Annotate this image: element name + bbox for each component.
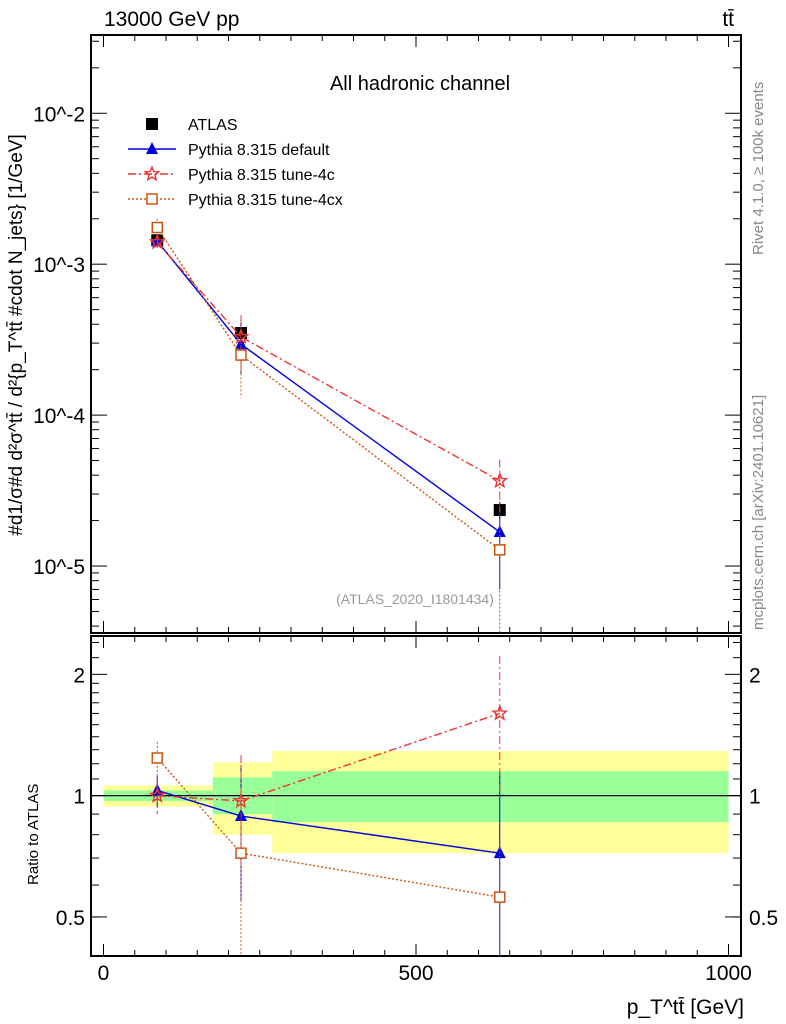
star-marker — [491, 704, 509, 721]
open-square-marker — [235, 847, 247, 859]
analysis-id: (ATLAS_2020_I1801434) — [336, 591, 494, 607]
ratio-y-label: Ratio to ATLAS — [25, 784, 42, 885]
ratio-ytick-label: 2 — [73, 664, 85, 687]
legend-label: ATLAS — [188, 117, 238, 134]
ratio-xtick-label: 500 — [398, 962, 433, 985]
open-square-marker — [151, 221, 163, 234]
uncertainty-band-green — [272, 771, 729, 823]
series-2 — [148, 233, 509, 513]
ratio-frame — [90, 635, 742, 957]
ratio-xtick-label: 0 — [98, 962, 110, 985]
header-final-state: tt̄ — [722, 8, 734, 31]
star-marker — [148, 786, 166, 803]
star-marker — [232, 328, 250, 345]
series-line — [156, 240, 501, 533]
ratio-ytick-label-right: 1 — [749, 786, 761, 809]
series-line — [156, 241, 501, 482]
open-square-marker — [235, 349, 247, 361]
open-square-marker — [494, 544, 506, 556]
main-ytick-label: 10^-5 — [33, 556, 85, 579]
open-square-marker — [146, 193, 158, 205]
ratio-xtick-label: 1000 — [705, 962, 752, 985]
ratio-series-line — [156, 757, 500, 898]
ratio-ytick-label: 0.5 — [56, 907, 85, 930]
ratio-series-2 — [151, 741, 506, 956]
star-marker — [232, 792, 250, 809]
chart-title: All hadronic channel — [330, 73, 510, 95]
legend-label: Pythia 8.315 default — [188, 142, 330, 159]
triangle-marker — [146, 142, 158, 154]
main-ytick-label: 10^-4 — [33, 405, 85, 428]
open-square-marker — [494, 891, 506, 903]
header-process: 13000 GeV pp — [104, 8, 239, 31]
x-axis-label: p_T^tt̄ [GeV] — [627, 996, 744, 1019]
series-3 — [151, 218, 506, 633]
legend-label: Pythia 8.315 tune-4cx — [188, 192, 343, 209]
main-ytick-label: 10^-2 — [33, 103, 85, 126]
ratio-ytick-label-right: 2 — [749, 664, 761, 687]
series-1 — [151, 234, 506, 590]
rivet-label: Rivet 4.1.0, ≥ 100k events — [750, 82, 767, 255]
legend-label: Pythia 8.315 tune-4c — [188, 167, 335, 184]
main-frame — [90, 34, 742, 634]
ratio-ytick-label: 1 — [73, 786, 85, 809]
series-line — [156, 227, 501, 551]
mcplots-label: mcplots.cern.ch [arXiv:2401.10621] — [750, 395, 767, 630]
series-0 — [151, 234, 506, 519]
star-marker — [143, 165, 161, 182]
ratio-ytick-label-right: 0.5 — [749, 907, 778, 930]
star-marker — [491, 471, 509, 489]
open-square-marker — [151, 752, 163, 764]
main-ytick-label: 10^-3 — [33, 254, 85, 277]
square-marker — [146, 118, 158, 130]
star-marker — [148, 233, 166, 250]
main-y-label: #d1/σ#d d²σ^tt̄ / d²{p_T^tt̄ #cdot N_jet… — [6, 134, 27, 535]
